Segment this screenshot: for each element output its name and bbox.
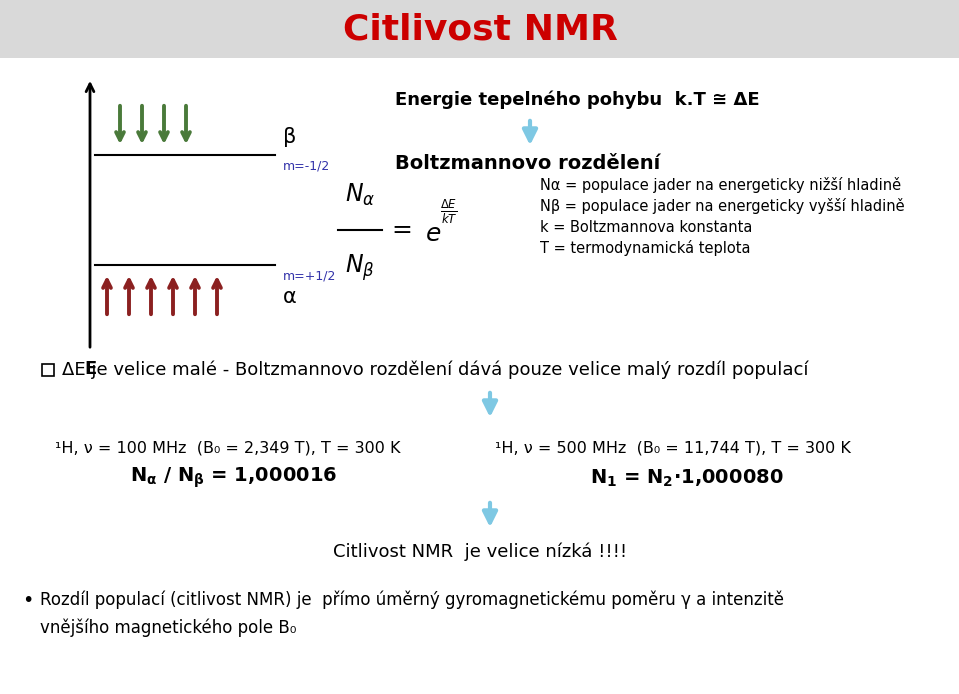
Text: Citlivost NMR  je velice nízká !!!!: Citlivost NMR je velice nízká !!!! (333, 543, 627, 561)
Text: k = Boltzmannova konstanta: k = Boltzmannova konstanta (540, 219, 753, 235)
Text: Energie tepelného pohybu  k.T ≅ ΔE: Energie tepelného pohybu k.T ≅ ΔE (395, 91, 760, 109)
Text: Citlivost NMR: Citlivost NMR (342, 12, 618, 46)
Text: β: β (283, 127, 296, 147)
Text: Boltzmannovo rozdělení: Boltzmannovo rozdělení (395, 153, 660, 173)
Text: $\frac{\Delta E}{kT}$: $\frac{\Delta E}{kT}$ (440, 198, 457, 226)
Text: $N_\beta$: $N_\beta$ (345, 252, 375, 282)
Bar (42, 364, 54, 376)
Text: T = termodynamická teplota: T = termodynamická teplota (540, 240, 751, 256)
Text: ΔE je velice malé - Boltzmannovo rozdělení dává pouze velice malý rozdíl populac: ΔE je velice malé - Boltzmannovo rozděle… (62, 361, 808, 379)
Text: vnějšího magnetického pole B₀: vnějšího magnetického pole B₀ (40, 619, 296, 637)
Text: Nα = populace jader na energeticky nižší hladině: Nα = populace jader na energeticky nižší… (540, 177, 901, 193)
Text: Nβ = populace jader na energeticky vyšší hladině: Nβ = populace jader na energeticky vyšší… (540, 198, 904, 214)
Text: •: • (22, 591, 34, 609)
Text: ¹H, ν = 100 MHz  (B₀ = 2,349 T), T = 300 K: ¹H, ν = 100 MHz (B₀ = 2,349 T), T = 300 … (55, 441, 401, 455)
Text: ¹H, ν = 500 MHz  (B₀ = 11,744 T), T = 300 K: ¹H, ν = 500 MHz (B₀ = 11,744 T), T = 300… (495, 441, 851, 455)
Text: $N_\alpha$: $N_\alpha$ (345, 182, 375, 208)
Text: $\mathbf{N_1}$ = $\mathbf{N_2}$·1,000080: $\mathbf{N_1}$ = $\mathbf{N_2}$·1,000080 (590, 467, 784, 489)
Text: $e$: $e$ (425, 222, 441, 246)
Text: $\mathbf{N_\alpha}$ / $\mathbf{N_\beta}$ = 1,000016: $\mathbf{N_\alpha}$ / $\mathbf{N_\beta}$… (130, 466, 338, 490)
Text: α: α (283, 287, 296, 307)
Text: m=+1/2: m=+1/2 (283, 269, 337, 282)
Text: =: = (391, 218, 412, 242)
Text: m=-1/2: m=-1/2 (283, 159, 330, 172)
Bar (0, 0, 959, 58)
Text: Rozdíl populací (citlivost NMR) je  přímo úměrný gyromagnetickému poměru γ a int: Rozdíl populací (citlivost NMR) je přímo… (40, 591, 784, 609)
Text: E: E (83, 360, 96, 378)
